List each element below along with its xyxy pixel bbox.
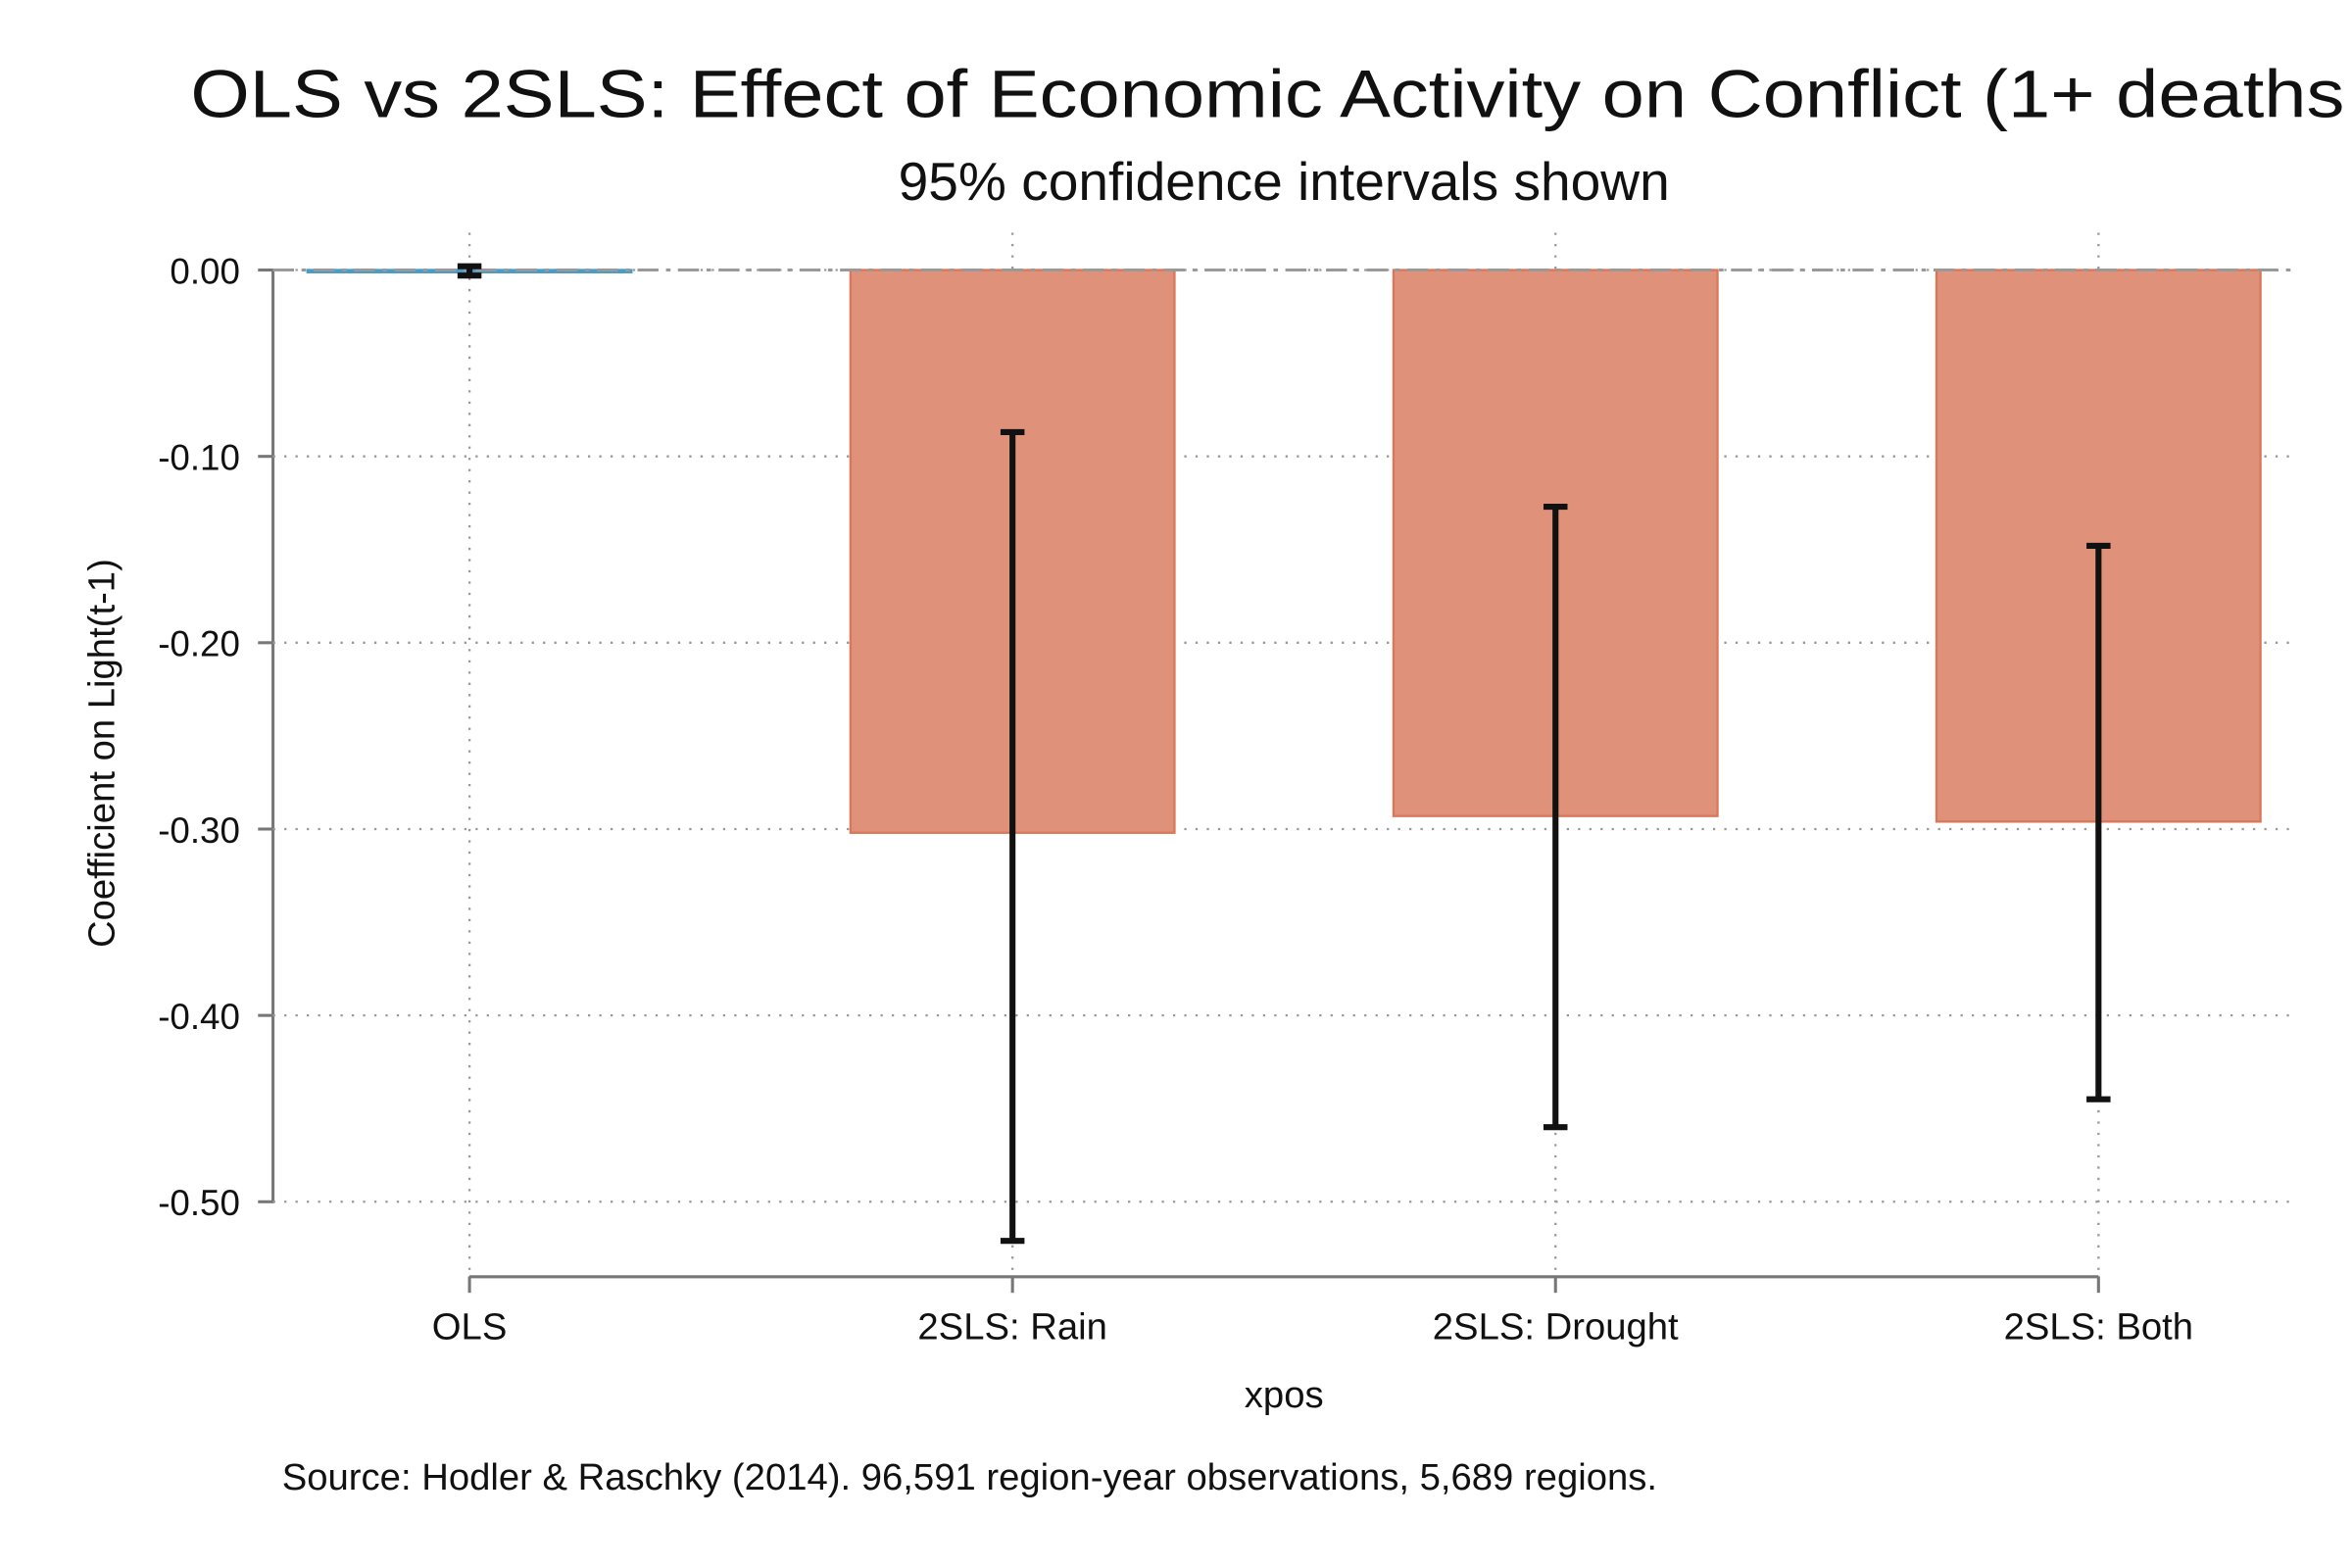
x-tick-label: 2SLS: Drought — [1433, 1306, 1679, 1348]
y-tick-label: -0.40 — [158, 997, 240, 1037]
y-tick-label: -0.10 — [158, 437, 240, 477]
y-tick-label: -0.20 — [158, 624, 240, 664]
y-tick-label: -0.50 — [158, 1183, 240, 1223]
chart-title: OLS vs 2SLS: Effect of Economic Activity… — [190, 57, 2344, 132]
x-tick-label: 2SLS: Both — [2004, 1306, 2194, 1348]
x-tick-label: 2SLS: Rain — [917, 1306, 1107, 1348]
source-note: Source: Hodler & Raschky (2014). 96,591 … — [282, 1456, 1657, 1498]
y-tick-label: 0.00 — [170, 251, 239, 291]
y-tick-label: -0.30 — [158, 810, 240, 851]
chart-subtitle: 95% confidence intervals shown — [899, 151, 1670, 212]
x-tick-label: OLS — [432, 1306, 508, 1348]
y-axis-label: Coefficient on Light(t-1) — [80, 559, 122, 948]
x-axis-label: xpos — [1245, 1374, 1324, 1416]
